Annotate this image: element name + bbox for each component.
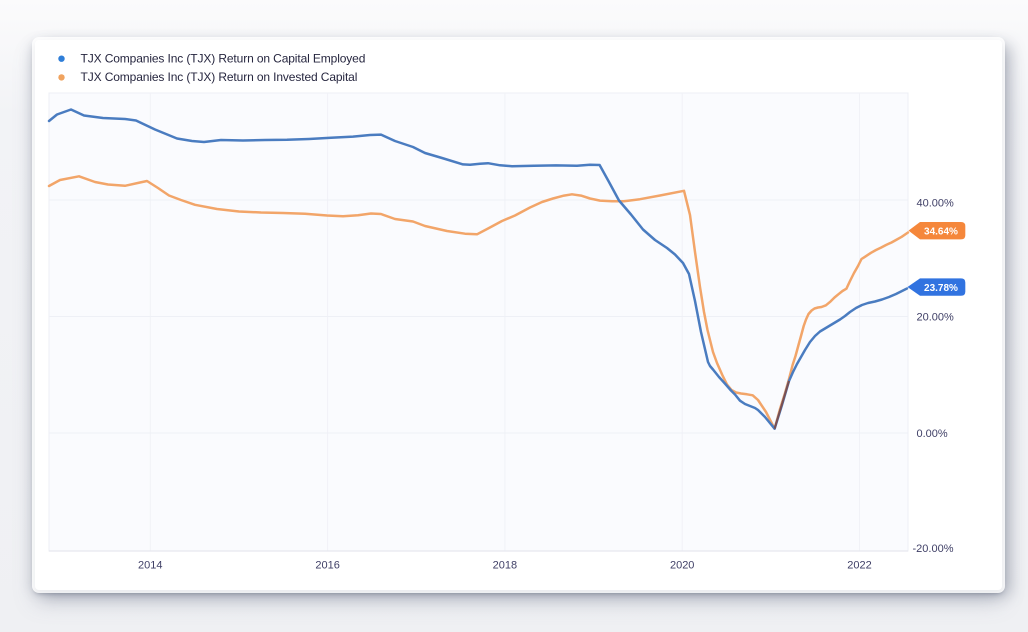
- svg-text:TJX Companies Inc (TJX) Return: TJX Companies Inc (TJX) Return on Capita…: [81, 52, 366, 66]
- svg-text:-20.00%: -20.00%: [913, 543, 954, 555]
- svg-text:40.00%: 40.00%: [917, 198, 955, 210]
- svg-text:20.00%: 20.00%: [917, 311, 955, 323]
- svg-text:2016: 2016: [315, 560, 339, 572]
- svg-text:TJX Companies Inc (TJX) Return: TJX Companies Inc (TJX) Return on Invest…: [81, 70, 358, 84]
- svg-text:2014: 2014: [138, 560, 162, 572]
- svg-text:2020: 2020: [670, 560, 694, 572]
- svg-text:2018: 2018: [493, 560, 517, 572]
- svg-text:34.64%: 34.64%: [924, 226, 958, 237]
- svg-text:0.00%: 0.00%: [917, 428, 948, 440]
- svg-text:23.78%: 23.78%: [924, 283, 958, 294]
- svg-text:2022: 2022: [847, 560, 871, 572]
